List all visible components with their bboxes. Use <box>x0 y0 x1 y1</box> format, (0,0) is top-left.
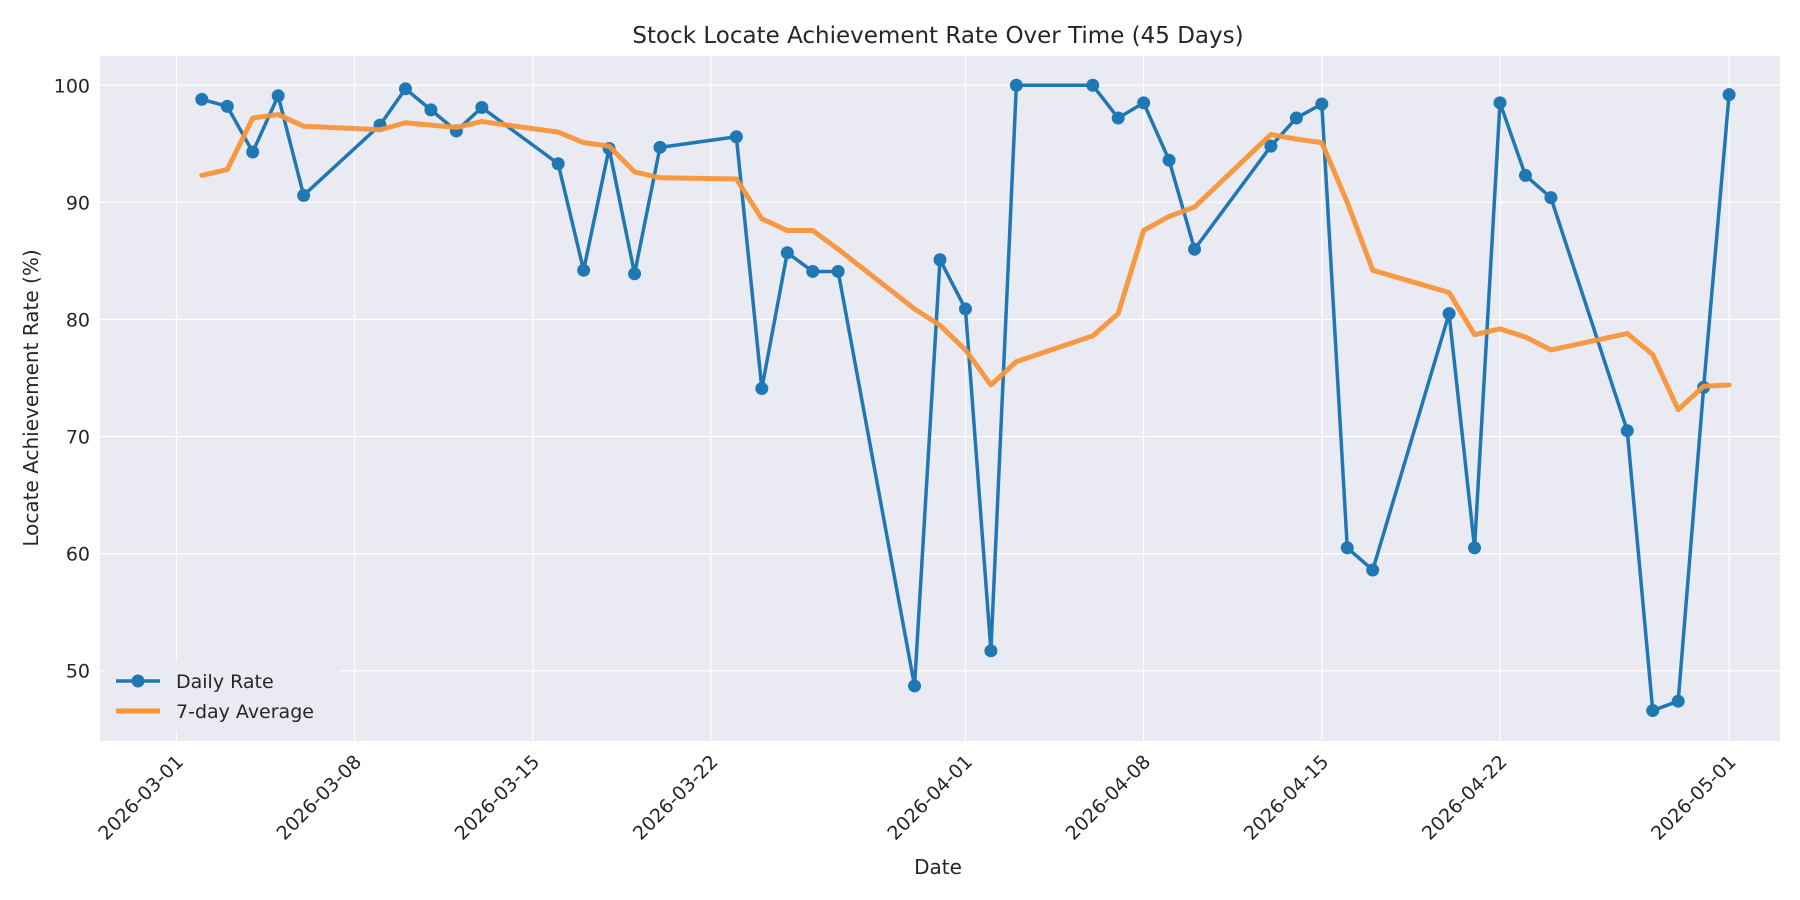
data-point-daily-rate <box>577 263 591 277</box>
data-point-daily-rate <box>1468 541 1482 555</box>
data-point-daily-rate <box>220 99 234 113</box>
data-point-daily-rate <box>1340 541 1354 555</box>
x-tick-label: 2026-04-08 <box>1062 751 1156 845</box>
data-point-daily-rate <box>1442 307 1456 321</box>
y-tick-label: 50 <box>66 661 90 683</box>
data-point-daily-rate <box>729 130 743 144</box>
data-point-daily-rate <box>1366 563 1380 577</box>
data-point-daily-rate <box>1722 88 1736 102</box>
data-point-daily-rate <box>1671 694 1685 708</box>
y-axis-title: Locate Achievement Rate (%) <box>19 249 43 546</box>
data-point-daily-rate <box>398 82 412 96</box>
data-point-daily-rate <box>1111 111 1125 125</box>
data-point-daily-rate <box>1493 96 1507 110</box>
data-point-daily-rate <box>271 89 285 103</box>
data-point-daily-rate <box>551 157 565 171</box>
data-point-daily-rate <box>1315 97 1329 111</box>
data-point-daily-rate <box>958 302 972 316</box>
data-point-daily-rate <box>628 267 642 281</box>
data-point-daily-rate <box>1162 153 1176 167</box>
data-point-daily-rate <box>780 246 794 260</box>
x-tick-label: 2026-03-08 <box>272 751 366 845</box>
data-point-daily-rate <box>195 92 209 106</box>
data-point-daily-rate <box>831 264 845 278</box>
series-line-7-day-average <box>199 112 1732 413</box>
data-point-daily-rate <box>1264 139 1278 153</box>
x-axis-ticks: 2026-03-01 2026-03-08 2026-03-15 2026-03-22… <box>94 751 1740 845</box>
y-tick-label: 90 <box>66 192 90 214</box>
data-point-daily-rate <box>1086 78 1100 92</box>
y-axis-ticks: 50 60 70 80 90 100 <box>54 75 90 682</box>
x-tick-label: 2026-04-01 <box>883 751 977 845</box>
data-point-daily-rate <box>475 101 489 115</box>
series-layer <box>195 78 1736 718</box>
data-point-daily-rate <box>806 264 820 278</box>
legend-label-7-day-average: 7-day Average <box>176 701 314 723</box>
data-point-daily-rate <box>246 145 260 159</box>
legend-label-daily-rate: Daily Rate <box>176 671 274 693</box>
data-point-daily-rate <box>1188 242 1202 256</box>
legend-marker-daily-rate <box>131 674 145 688</box>
data-point-daily-rate <box>908 679 922 693</box>
x-tick-label: 2026-03-22 <box>629 751 723 845</box>
data-point-daily-rate <box>297 188 311 202</box>
data-point-daily-rate <box>1289 111 1303 125</box>
legend-frame <box>104 660 340 732</box>
data-point-daily-rate <box>984 644 998 658</box>
x-tick-label: 2026-03-01 <box>94 751 188 845</box>
x-tick-label: 2026-03-15 <box>451 751 545 845</box>
data-point-daily-rate <box>1518 168 1532 182</box>
y-tick-label: 70 <box>66 427 90 449</box>
y-tick-label: 60 <box>66 544 90 566</box>
x-tick-label: 2026-04-15 <box>1240 751 1334 845</box>
data-point-daily-rate <box>653 140 667 154</box>
plot-background <box>100 56 1780 741</box>
data-point-daily-rate <box>1137 96 1151 110</box>
grid <box>100 56 1780 741</box>
data-point-daily-rate <box>755 382 769 396</box>
data-point-daily-rate <box>1544 191 1558 205</box>
chart-title: Stock Locate Achievement Rate Over Time … <box>632 23 1243 49</box>
data-point-daily-rate <box>933 253 947 267</box>
x-tick-label: 2026-04-22 <box>1418 751 1512 845</box>
x-tick-label: 2026-05-01 <box>1647 751 1741 845</box>
x-axis-title: Date <box>914 855 962 879</box>
data-point-daily-rate <box>424 103 438 117</box>
y-tick-label: 100 <box>54 75 90 97</box>
data-point-daily-rate <box>1009 78 1023 92</box>
y-tick-label: 80 <box>66 309 90 331</box>
legend: Daily Rate 7-day Average <box>104 660 340 732</box>
data-point-daily-rate <box>1646 704 1660 718</box>
data-point-daily-rate <box>1620 424 1634 438</box>
